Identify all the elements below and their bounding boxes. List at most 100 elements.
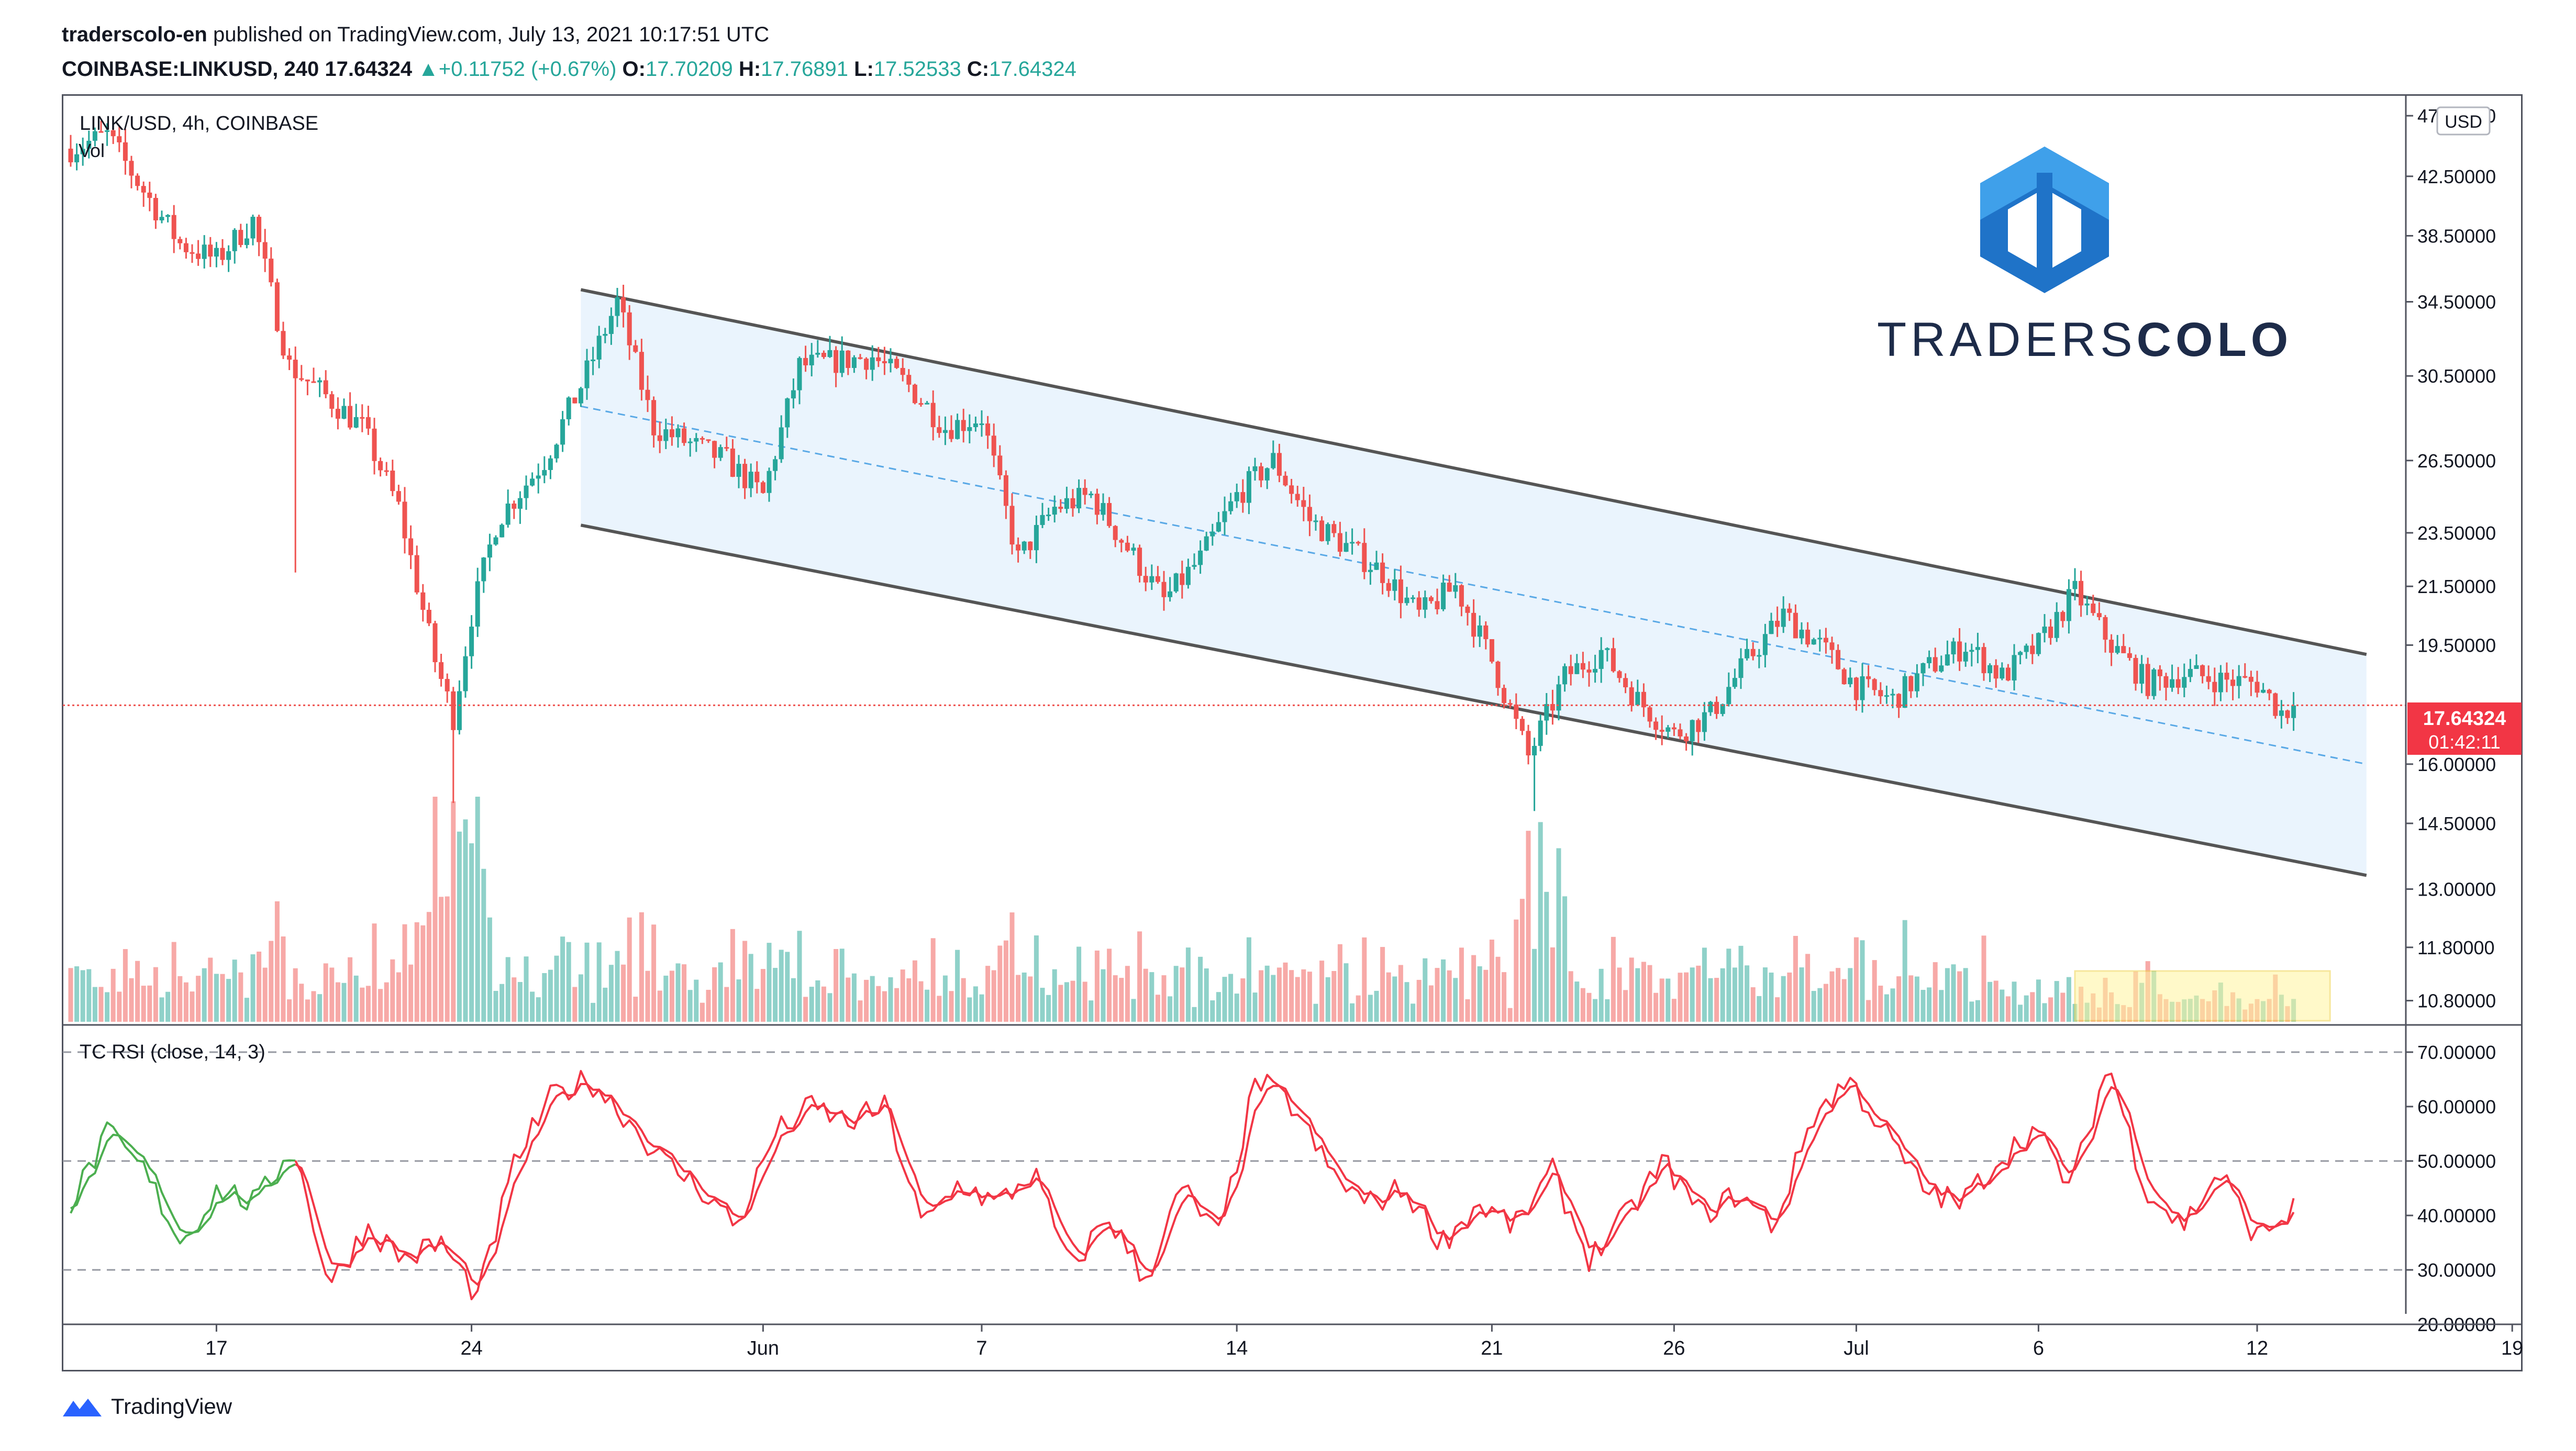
candle-body-298 <box>1878 690 1883 697</box>
volume-bar-14 <box>153 967 158 1022</box>
volume-bar-230 <box>1465 999 1470 1022</box>
volume-bar-135 <box>888 977 893 1022</box>
candle-body-228 <box>1453 585 1458 592</box>
candle-body-172 <box>1113 526 1118 540</box>
volume-bar-310 <box>1951 964 1956 1022</box>
volume-bar-51 <box>378 989 383 1022</box>
candle-body-246 <box>1562 666 1568 685</box>
candle-body-102 <box>687 441 693 443</box>
volume-bar-88 <box>603 987 608 1022</box>
volume-bar-96 <box>651 924 657 1022</box>
candle-body-324 <box>2036 633 2041 654</box>
volume-bar-37 <box>293 968 298 1022</box>
volume-bar-153 <box>997 945 1003 1022</box>
volume-bar-138 <box>906 978 912 1022</box>
candle-body-210 <box>1343 543 1349 552</box>
candle-body-135 <box>888 359 893 363</box>
rsi-tick-label-1: 60.00000 <box>2417 1096 2496 1118</box>
volume-bar-83 <box>572 987 578 1022</box>
candle-body-123 <box>815 352 820 355</box>
candle-body-261 <box>1653 721 1659 730</box>
volume-bar-189 <box>1216 992 1221 1022</box>
volume-bar-270 <box>1708 978 1713 1022</box>
channel-drawing[interactable] <box>580 288 2367 877</box>
price-tick-label-12: 11.80000 <box>2417 937 2494 958</box>
publisher-name[interactable]: traderscolo-en <box>62 23 207 46</box>
candle-body-26 <box>226 251 231 260</box>
candle-body-266 <box>1684 736 1689 742</box>
candle-body-337 <box>2115 646 2120 653</box>
footer[interactable]: TradingView <box>61 1393 232 1420</box>
volume-bar-160 <box>1040 988 1045 1022</box>
volume-bar-42 <box>323 963 328 1022</box>
candle-body-115 <box>767 471 772 493</box>
candle-body-359 <box>2248 676 2253 682</box>
candle-body-199 <box>1276 453 1282 476</box>
candle-body-222 <box>1416 597 1422 610</box>
candle-body-206 <box>1319 520 1325 541</box>
volume-bar-266 <box>1684 972 1689 1022</box>
candle-body-322 <box>2024 645 2029 652</box>
candle-body-53 <box>390 470 395 492</box>
rsi-signal-line-red <box>295 1082 2295 1286</box>
volume-bar-81 <box>560 936 565 1022</box>
candle-body-188 <box>1210 531 1215 537</box>
volume-bar-93 <box>633 997 638 1022</box>
candle-body-356 <box>2230 679 2236 686</box>
candle-body-108 <box>724 447 729 449</box>
candle-body-351 <box>2200 665 2205 676</box>
volume-bar-198 <box>1271 975 1276 1022</box>
volume-bar-193 <box>1240 978 1246 1022</box>
candle-body-227 <box>1447 583 1452 592</box>
volume-bar-312 <box>1963 968 1968 1022</box>
candle-body-214 <box>1368 570 1373 572</box>
volume-bar-46 <box>348 957 353 1022</box>
rsi-line-red <box>294 1070 2295 1300</box>
rsi-tick-label-3: 40.00000 <box>2417 1205 2496 1226</box>
volume-bar-86 <box>591 1002 596 1022</box>
volume-bar-283 <box>1787 972 1792 1022</box>
candle-body-28 <box>238 230 243 245</box>
candle-body-276 <box>1745 649 1750 658</box>
volume-bar-63 <box>451 801 456 1022</box>
volume-bar-277 <box>1750 987 1756 1022</box>
volume-bar-200 <box>1283 962 1288 1022</box>
volume-bar-249 <box>1580 988 1585 1022</box>
rsi-legend: TC RSI (close, 14, 3) <box>80 1041 265 1063</box>
currency-badge[interactable]: USD <box>2445 112 2482 132</box>
candle-body-96 <box>651 400 657 436</box>
volume-bar-74 <box>517 981 523 1022</box>
candle-body-309 <box>1945 654 1950 666</box>
volume-bar-272 <box>1720 968 1725 1022</box>
volume-bar-3 <box>86 969 92 1022</box>
candle-body-5 <box>98 131 104 133</box>
candle-body-291 <box>1836 650 1841 669</box>
volume-bar-224 <box>1428 985 1434 1022</box>
candle-body-128 <box>846 350 851 368</box>
volume-bar-121 <box>803 997 808 1022</box>
channel-mid-line <box>581 405 2367 765</box>
volume-bar-69 <box>487 917 492 1022</box>
candle-body-34 <box>274 282 280 331</box>
volume-bar-22 <box>202 968 207 1022</box>
volume-bar-62 <box>445 896 450 1022</box>
volume-bar-252 <box>1598 968 1604 1022</box>
candle-body-75 <box>524 485 529 498</box>
volume-bar-316 <box>1987 981 1993 1022</box>
volume-bar-251 <box>1593 999 1598 1022</box>
volume-bar-170 <box>1101 969 1106 1022</box>
candle-body-305 <box>1920 663 1926 674</box>
candle-body-231 <box>1471 612 1476 637</box>
volume-bar-179 <box>1155 995 1160 1022</box>
candle-body-308 <box>1939 665 1944 672</box>
volume-bar-137 <box>900 969 905 1022</box>
candle-body-77 <box>536 475 541 479</box>
volume-bar-56 <box>408 964 414 1022</box>
volume-bar-64 <box>457 831 462 1022</box>
candle-body-237 <box>1507 703 1513 705</box>
candle-body-68 <box>481 557 486 582</box>
volume-bar-294 <box>1853 937 1859 1022</box>
candle-body-47 <box>353 417 359 428</box>
currency-badge-box[interactable] <box>2436 106 2491 136</box>
